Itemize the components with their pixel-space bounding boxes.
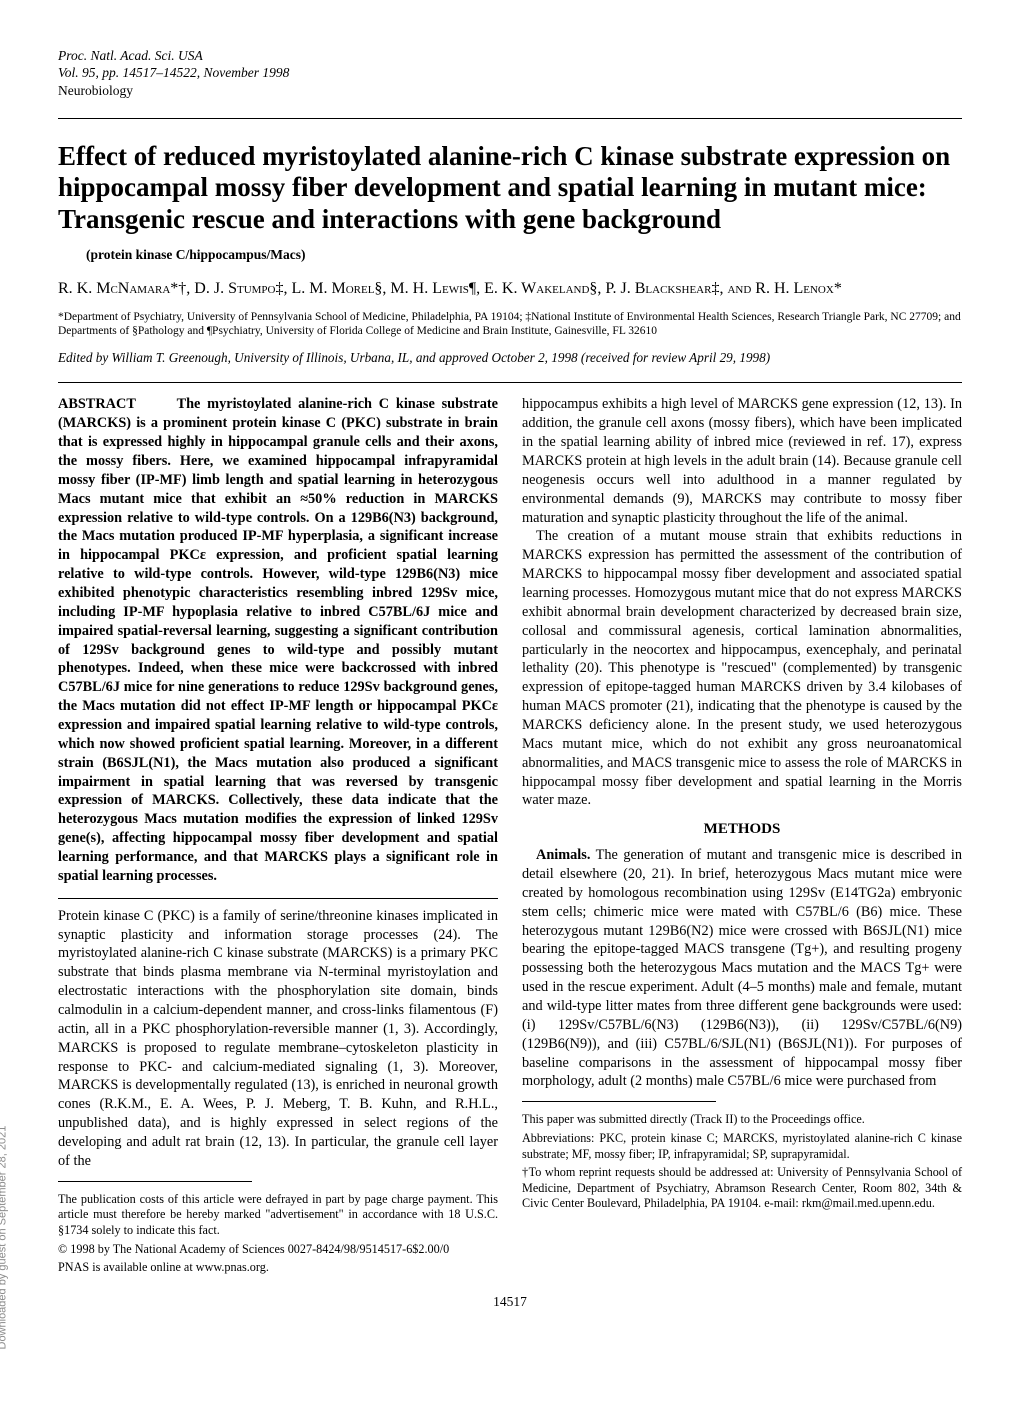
right-p1: hippocampus exhibits a high level of MAR… <box>522 395 962 527</box>
copyright: © 1998 by The National Academy of Scienc… <box>58 1242 498 1258</box>
pnas-online: PNAS is available online at www.pnas.org… <box>58 1260 498 1276</box>
rule-below-edited <box>58 382 962 383</box>
keywords-text: (protein kinase C/hippocampus/Macs) <box>86 247 306 262</box>
abstract-text: The myristoylated alanine-rich C kinase … <box>58 396 498 883</box>
two-column-body: ABSTRACT The myristoylated alanine-rich … <box>58 395 962 1278</box>
right-footnotes: This paper was submitted directly (Track… <box>522 1112 962 1212</box>
page-number: 14517 <box>58 1293 962 1311</box>
journal-ref-line2: Vol. 95, pp. 14517–14522, November 1998 <box>58 65 962 82</box>
right-p3-text: The generation of mutant and transgenic … <box>522 847 962 1089</box>
left-p1: Protein kinase C (PKC) is a family of se… <box>58 907 498 1171</box>
right-p2: The creation of a mutant mouse strain th… <box>522 527 962 810</box>
article-title: Effect of reduced myristoylated alanine-… <box>58 141 962 237</box>
rule-after-abstract <box>58 898 498 899</box>
journal-ref-line1: Proc. Natl. Acad. Sci. USA <box>58 48 962 65</box>
abstract-label: ABSTRACT <box>58 396 136 412</box>
edited-by: Edited by William T. Greenough, Universi… <box>58 349 962 366</box>
left-column: ABSTRACT The myristoylated alanine-rich … <box>58 395 498 1278</box>
keywords: (protein kinase C/hippocampus/Macs) <box>58 246 962 264</box>
footnote-rule-left <box>58 1181 252 1182</box>
footnote-rule-right <box>522 1101 716 1102</box>
left-footnotes: The publication costs of this article we… <box>58 1192 498 1276</box>
animals-lead: Animals. <box>536 847 590 863</box>
download-sidebar: Downloaded by guest on September 28, 202… <box>0 1126 10 1350</box>
right-p3: Animals. The generation of mutant and tr… <box>522 846 962 1091</box>
abstract: ABSTRACT The myristoylated alanine-rich … <box>58 395 498 885</box>
category: Neurobiology <box>58 82 962 100</box>
affiliations: *Department of Psychiatry, University of… <box>58 310 962 339</box>
right-column: hippocampus exhibits a high level of MAR… <box>522 395 962 1278</box>
header: Proc. Natl. Acad. Sci. USA Vol. 95, pp. … <box>58 48 962 100</box>
reprint-address: †To whom reprint requests should be addr… <box>522 1165 962 1212</box>
track2: This paper was submitted directly (Track… <box>522 1112 962 1128</box>
abbreviations: Abbreviations: PKC, protein kinase C; MA… <box>522 1131 962 1162</box>
methods-heading: METHODS <box>522 820 962 840</box>
rule-top <box>58 118 962 119</box>
authors: R. K. McNamara*†, D. J. Stumpo‡, L. M. M… <box>58 278 962 300</box>
pub-costs: The publication costs of this article we… <box>58 1192 498 1239</box>
